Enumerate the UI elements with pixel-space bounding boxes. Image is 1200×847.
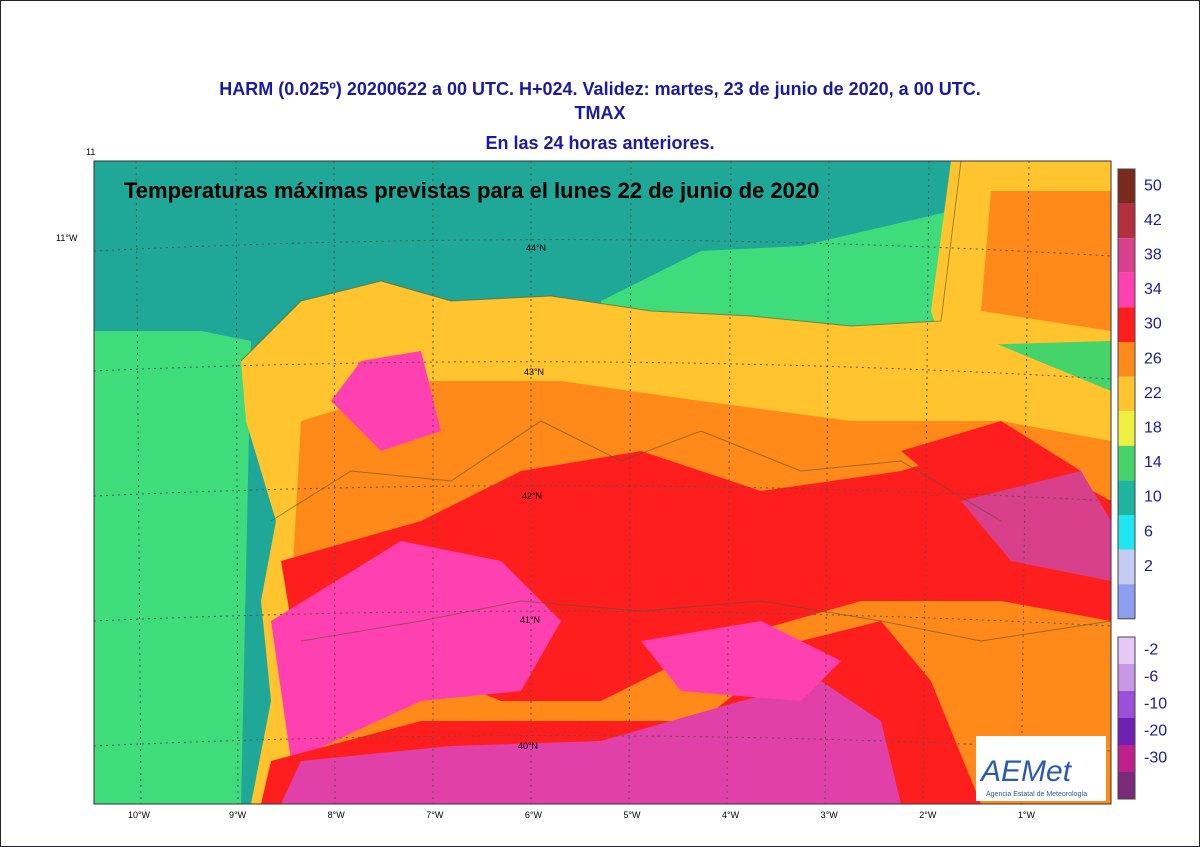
lon-label: 6°W bbox=[525, 810, 543, 820]
legend-label: 2 bbox=[1144, 558, 1153, 575]
map-field bbox=[94, 161, 1111, 804]
legend-frame bbox=[1117, 168, 1136, 620]
logo-subtitle: Agencia Estatal de Meteorología bbox=[986, 791, 1087, 798]
legend-swatch bbox=[1118, 445, 1135, 481]
legend-swatch bbox=[1118, 272, 1135, 308]
lon-label: 3°W bbox=[821, 810, 839, 820]
lon-label: 1°W bbox=[1018, 810, 1036, 820]
lon-label: 5°W bbox=[623, 810, 641, 820]
legend-label: -20 bbox=[1144, 723, 1167, 740]
corner-label: 11°W bbox=[56, 233, 78, 243]
lon-label: 2°W bbox=[919, 810, 937, 820]
legend-swatch bbox=[1118, 342, 1135, 377]
legend-label: 38 bbox=[1144, 247, 1162, 264]
legend-swatch bbox=[1118, 411, 1135, 446]
legend-swatch bbox=[1118, 376, 1135, 412]
legend-swatch bbox=[1118, 515, 1135, 550]
legend-label: 10 bbox=[1144, 489, 1162, 506]
legend-label: 18 bbox=[1144, 420, 1162, 437]
legend-label: 14 bbox=[1144, 454, 1162, 471]
lat-label: 44°N bbox=[526, 243, 546, 253]
header-line: TMAX bbox=[574, 103, 626, 123]
legend-label: -2 bbox=[1144, 642, 1158, 659]
lon-label: 4°W bbox=[722, 810, 740, 820]
corner-label: 11 bbox=[86, 147, 95, 157]
legend-swatch bbox=[1118, 307, 1135, 342]
legend-swatch bbox=[1118, 718, 1135, 745]
legend-label: 30 bbox=[1144, 316, 1162, 333]
header-line: En las 24 horas anteriores. bbox=[485, 133, 715, 153]
logo-box bbox=[976, 736, 1106, 801]
legend-label: 42 bbox=[1144, 212, 1162, 229]
legend-label: -30 bbox=[1144, 750, 1167, 767]
lat-label: 41°N bbox=[520, 615, 540, 625]
legend-label: 50 bbox=[1144, 177, 1162, 194]
legend-label: 22 bbox=[1144, 385, 1162, 402]
legend-label: -6 bbox=[1144, 669, 1158, 686]
legend-swatch bbox=[1118, 664, 1135, 691]
map-title: Temperaturas máximas previstas para el l… bbox=[124, 178, 819, 203]
legend-swatch bbox=[1118, 480, 1135, 515]
legend-swatch bbox=[1118, 772, 1135, 799]
legend-label: 26 bbox=[1144, 350, 1162, 367]
lat-label: 40°N bbox=[518, 741, 538, 751]
lon-label: 9°W bbox=[229, 810, 247, 820]
legend-swatch bbox=[1118, 637, 1135, 664]
legend-swatch bbox=[1118, 203, 1135, 239]
lat-label: 43°N bbox=[524, 367, 544, 377]
legend-label: 34 bbox=[1144, 281, 1162, 298]
lat-label: 42°N bbox=[522, 491, 542, 501]
legend-swatch bbox=[1118, 584, 1135, 619]
legend-label: -10 bbox=[1144, 696, 1167, 713]
legend-swatch bbox=[1118, 745, 1135, 772]
logo: AEMet bbox=[979, 755, 1073, 788]
legend-swatch bbox=[1118, 691, 1135, 718]
lon-label: 10°W bbox=[128, 810, 151, 820]
legend-swatch bbox=[1118, 238, 1135, 273]
legend-label: 6 bbox=[1144, 523, 1153, 540]
lon-label: 7°W bbox=[426, 810, 444, 820]
lon-label: 8°W bbox=[328, 810, 346, 820]
header-line: HARM (0.025º) 20200622 a 00 UTC. H+024. … bbox=[219, 79, 981, 99]
legend-frame bbox=[1117, 636, 1136, 800]
map-frame bbox=[93, 160, 1112, 805]
legend-swatch bbox=[1118, 169, 1135, 204]
legend-swatch bbox=[1118, 549, 1135, 585]
